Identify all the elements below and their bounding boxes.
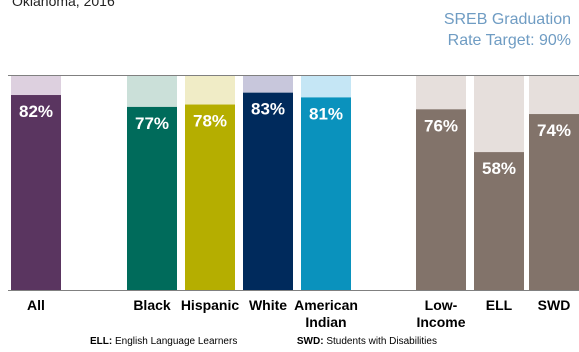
- target-note-line-1: SREB Graduation: [443, 11, 571, 28]
- bar-2: [185, 104, 235, 291]
- bars-group: 82% 77% 78% 83% 81% 76% 58% 74%: [11, 76, 579, 291]
- category-label-5: Low- Income: [400, 297, 482, 331]
- target-bar-7: [529, 76, 579, 115]
- bar-7: [529, 114, 579, 291]
- category-label-4-line-1: Indian: [305, 314, 347, 330]
- footnote: ELL: English Language Learners SWD: Stud…: [90, 336, 437, 347]
- category-label-5-line-1: Income: [416, 314, 466, 330]
- target-note-line-2: Rate Target: 90%: [447, 32, 571, 49]
- category-label-1: Black: [111, 297, 193, 314]
- target-bar-6: [474, 76, 524, 153]
- bar-value-label-0: 82%: [19, 102, 53, 121]
- bar-value-label-4: 81%: [309, 104, 343, 123]
- category-label-6-line-0: ELL: [485, 297, 513, 313]
- bar-0: [11, 95, 61, 291]
- bar-value-label-1: 77%: [135, 114, 169, 133]
- category-label-6: ELL: [458, 297, 540, 314]
- target-bar-5: [416, 76, 466, 110]
- category-label-3-line-0: White: [248, 297, 288, 313]
- target-note: SREB Graduation Rate Target: 90%: [444, 9, 571, 51]
- category-label-3: White: [227, 297, 309, 314]
- bar-value-label-6: 58%: [482, 159, 516, 178]
- category-label-5-line-0: Low-: [424, 297, 458, 313]
- bar-4: [301, 97, 351, 291]
- category-label-4: American Indian: [285, 297, 367, 331]
- bar-value-label-3: 83%: [251, 100, 285, 119]
- target-bar-0: [11, 76, 61, 96]
- bar-1: [127, 106, 177, 291]
- category-label-0: All: [0, 297, 77, 314]
- footnote-ell-text: English Language Learners: [115, 336, 238, 347]
- target-bar-2: [185, 76, 235, 105]
- footnote-swd-text: Students with Disabilities: [326, 336, 437, 347]
- bar-3: [243, 92, 293, 291]
- target-bar-3: [243, 76, 293, 93]
- target-bar-4: [301, 76, 351, 98]
- bar-5: [416, 109, 466, 291]
- category-label-2: Hispanic: [169, 297, 251, 314]
- category-label-1-line-0: Black: [133, 297, 171, 313]
- bar-value-label-2: 78%: [193, 112, 227, 131]
- chart-subtitle: Oklahoma, 2016: [12, 0, 115, 9]
- category-label-4-line-0: American: [294, 297, 358, 313]
- footnote-ell-group: ELL: English Language Learners: [90, 336, 240, 347]
- category-label-7: SWD: [513, 297, 579, 314]
- bar-6: [474, 152, 524, 290]
- category-label-7-line-0: SWD: [537, 297, 571, 313]
- target-bar-1: [127, 76, 177, 107]
- category-label-2-line-0: Hispanic: [180, 297, 240, 313]
- footnote-swd-group: SWD: Students with Disabilities: [297, 336, 437, 347]
- footnote-ell-abbr: ELL:: [90, 336, 113, 347]
- category-label-0-line-0: All: [27, 297, 45, 313]
- bar-value-label-7: 74%: [537, 121, 571, 140]
- footnote-swd-abbr: SWD:: [296, 336, 324, 347]
- bar-value-label-5: 76%: [424, 116, 458, 135]
